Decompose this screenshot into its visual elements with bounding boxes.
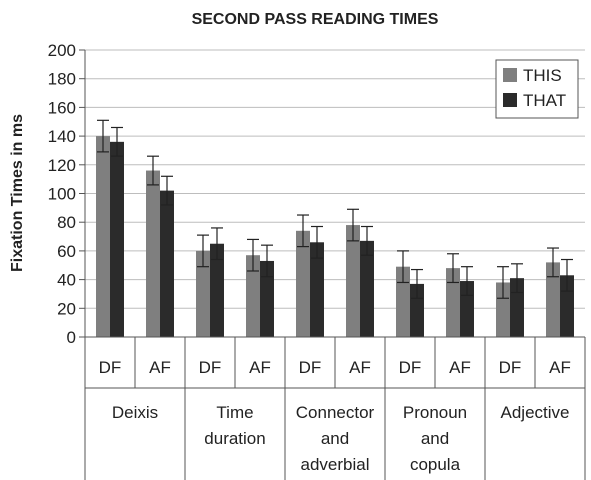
y-tick-label-160: 160: [48, 98, 76, 117]
y-tick-label-100: 100: [48, 185, 76, 204]
x-group-label-3-2: copula: [410, 455, 461, 474]
bar-that-1: [160, 190, 174, 337]
bar-this-0: [96, 136, 110, 337]
y-axis-label: Fixation Times in ms: [9, 114, 26, 272]
y-tick-label-140: 140: [48, 127, 76, 146]
x-sublabel-1-0: DF: [199, 358, 222, 377]
bar-this-7: [446, 268, 460, 337]
y-tick-label-0: 0: [67, 328, 76, 347]
bar-this-8: [496, 282, 510, 337]
x-sublabel-2-1: AF: [349, 358, 371, 377]
bar-this-9: [546, 262, 560, 337]
bar-that-4: [310, 242, 324, 337]
x-sublabel-4-0: DF: [499, 358, 522, 377]
x-group-label-1-0: Time: [216, 403, 253, 422]
axes: 0 20 40 60 80 100 120 140 160 180 200: [48, 41, 585, 347]
x-sublabel-0-1: AF: [149, 358, 171, 377]
y-tick-label-60: 60: [57, 242, 76, 261]
legend-swatch-that: [503, 93, 517, 107]
x-group-label-2-1: and: [321, 429, 349, 448]
bar-this-6: [396, 266, 410, 337]
x-sublabel-3-1: AF: [449, 358, 471, 377]
x-sublabel-0-0: DF: [99, 358, 122, 377]
bar-this-4: [296, 230, 310, 337]
x-axis-labels: DF AF Deixis DF AF Time duration DF AF Connector a…: [84, 337, 586, 480]
bar-that-2: [210, 243, 224, 337]
x-group-label-3-0: Pronoun: [403, 403, 467, 422]
x-sublabel-4-1: AF: [549, 358, 571, 377]
x-sublabel-3-0: DF: [399, 358, 422, 377]
x-sublabel-2-0: DF: [299, 358, 322, 377]
y-tick-label-180: 180: [48, 70, 76, 89]
x-group-label-2-0: Connector: [296, 403, 375, 422]
chart-title: SECOND PASS READING TIMES: [192, 11, 439, 28]
bar-this-2: [196, 250, 210, 337]
x-group-label-2-2: adverbial: [301, 455, 370, 474]
y-tick-label-40: 40: [57, 271, 76, 290]
bar-that-5: [360, 240, 374, 337]
y-tick-label-20: 20: [57, 299, 76, 318]
y-tick-label-200: 200: [48, 41, 76, 60]
bar-that-0: [110, 141, 124, 337]
bar-this-1: [146, 170, 160, 337]
x-group-label-0-0: Deixis: [112, 403, 158, 422]
y-tick-label-120: 120: [48, 156, 76, 175]
legend-swatch-this: [503, 68, 517, 82]
x-group-label-4-0: Adjective: [501, 403, 570, 422]
legend: THIS THAT: [495, 59, 579, 119]
x-group-label-1-1: duration: [204, 429, 265, 448]
legend-label-that: THAT: [523, 91, 566, 110]
bar-this-5: [346, 225, 360, 337]
bar-that-3: [260, 260, 274, 337]
legend-label-this: THIS: [523, 66, 562, 85]
y-tick-label-80: 80: [57, 213, 76, 232]
bar-this-3: [246, 255, 260, 337]
bar-that-6: [410, 283, 424, 337]
x-sublabel-1-1: AF: [249, 358, 271, 377]
x-group-label-3-1: and: [421, 429, 449, 448]
bars: [96, 119, 574, 337]
